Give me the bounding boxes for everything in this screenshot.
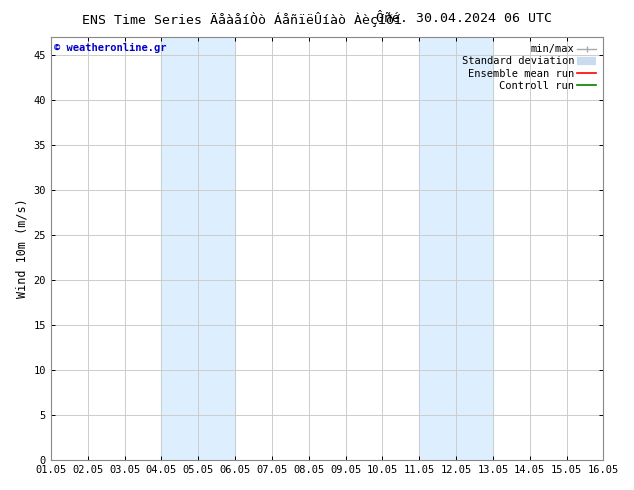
Bar bbox=[419, 37, 493, 460]
Legend: min/max, Standard deviation, Ensemble mean run, Controll run: min/max, Standard deviation, Ensemble me… bbox=[460, 42, 598, 93]
Y-axis label: Wind 10m (m/s): Wind 10m (m/s) bbox=[15, 199, 28, 298]
Text: © weatheronline.gr: © weatheronline.gr bbox=[54, 44, 166, 53]
Text: Ôñé. 30.04.2024 06 UTC: Ôñé. 30.04.2024 06 UTC bbox=[375, 12, 552, 25]
Text: ENS Time Series ÄåàåíÒò ÁåñïëÛíàò Àèçíðí: ENS Time Series ÄåàåíÒò ÁåñïëÛíàò Àèçíðí bbox=[82, 12, 403, 27]
Bar bbox=[162, 37, 235, 460]
